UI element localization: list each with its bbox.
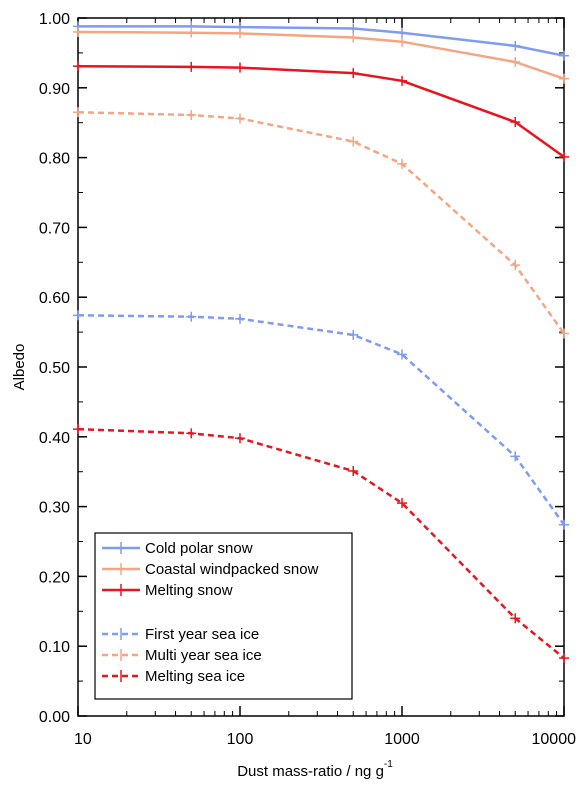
- data-point: [397, 158, 407, 169]
- y-tick-label: 0.70: [39, 220, 70, 237]
- data-point: [397, 27, 407, 38]
- data-point: [559, 328, 569, 339]
- data-point: [348, 466, 359, 477]
- data-point: [559, 73, 569, 84]
- y-tick-label: 0.90: [39, 81, 70, 98]
- data-point: [510, 260, 521, 271]
- axes-group: 0.00 0.10 0.20 0.30 0.40 0.50 0.60 0.70 0.80 0.90…: [39, 11, 576, 748]
- data-point: [235, 28, 245, 39]
- y-tick-label: 0.00: [39, 709, 70, 726]
- data-point: [348, 329, 359, 340]
- y-tick-label: 0.80: [39, 151, 70, 168]
- series-line-4: [77, 110, 566, 335]
- legend-label: Multi year sea ice: [145, 647, 262, 664]
- legend: Cold polar snow Coastal windpacked snow Me…: [94, 532, 353, 700]
- data-point: [235, 313, 245, 324]
- y-tick-label: 0.10: [39, 639, 70, 656]
- data-point: [348, 136, 359, 147]
- data-point: [186, 428, 197, 439]
- data-point: [397, 36, 407, 47]
- data-point: [348, 32, 359, 43]
- data-point: [348, 23, 359, 34]
- legend-label: Coastal windpacked snow: [145, 561, 319, 578]
- data-point: [186, 27, 197, 38]
- data-point: [73, 61, 83, 72]
- x-axis-label-text: Dust mass-ratio / ng g: [237, 763, 384, 780]
- x-tick-label: 10000: [532, 731, 577, 748]
- data-point: [73, 26, 83, 37]
- data-point: [510, 40, 521, 51]
- data-point: [510, 56, 521, 67]
- x-axis-label-superscript: -1: [384, 759, 393, 770]
- data-point: [186, 110, 197, 121]
- y-tick-label: 0.30: [39, 500, 70, 517]
- data-point: [73, 310, 83, 321]
- data-point: [510, 117, 521, 128]
- series-line-3: [77, 314, 566, 526]
- data-point: [348, 68, 359, 79]
- data-point: [186, 311, 197, 322]
- data-point: [235, 113, 245, 124]
- y-axis-label: Albedo: [11, 344, 28, 391]
- legend-label: First year sea ice: [145, 626, 259, 643]
- data-point: [397, 349, 407, 360]
- legend-label: Cold polar snow: [145, 540, 253, 557]
- legend-label: Melting sea ice: [145, 668, 245, 685]
- data-point: [510, 613, 521, 624]
- series-line-0: [78, 25, 565, 57]
- data-point: [559, 151, 569, 162]
- legend-label: Melting snow: [145, 582, 233, 599]
- data-point: [235, 62, 245, 73]
- x-tick-label: 1000: [384, 731, 420, 748]
- data-point: [397, 75, 407, 86]
- x-tick-label: 10: [74, 731, 92, 748]
- y-tick-label: 1.00: [39, 11, 70, 28]
- data-point: [559, 50, 569, 61]
- y-tick-label: 0.60: [39, 290, 70, 307]
- data-point: [510, 451, 521, 462]
- y-tick-label: 0.40: [39, 430, 70, 447]
- y-tick-label: 0.50: [39, 360, 70, 377]
- series-line-2: [77, 64, 565, 158]
- data-point: [186, 61, 197, 72]
- data-point: [73, 424, 83, 435]
- data-point: [559, 519, 569, 530]
- data-point: [235, 433, 245, 444]
- data-point: [397, 498, 407, 509]
- data-point: [559, 653, 569, 664]
- legend-box: [94, 532, 353, 700]
- x-axis-label: Dust mass-ratio / ng g-1: [237, 759, 393, 780]
- x-tick-label: 100: [227, 731, 254, 748]
- y-tick-label: 0.20: [39, 569, 70, 586]
- data-point: [73, 107, 83, 118]
- series-group: [73, 21, 569, 664]
